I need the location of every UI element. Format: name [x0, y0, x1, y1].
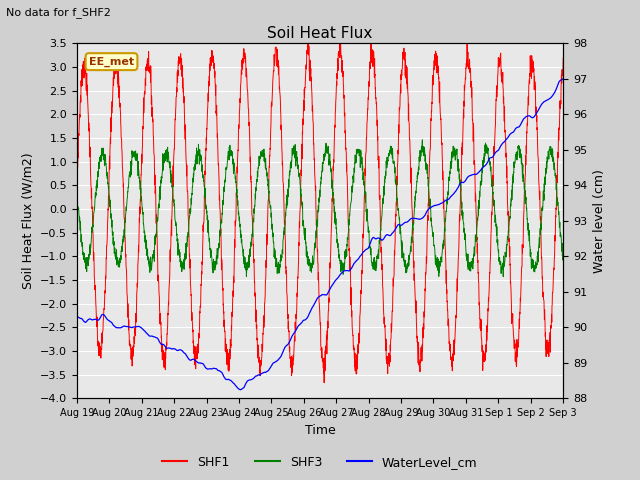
Y-axis label: Soil Heat Flux (W/m2): Soil Heat Flux (W/m2)	[21, 153, 35, 289]
Title: Soil Heat Flux: Soil Heat Flux	[268, 25, 372, 41]
Text: No data for f_SHF2: No data for f_SHF2	[6, 7, 111, 18]
Y-axis label: Water level (cm): Water level (cm)	[593, 169, 605, 273]
Text: EE_met: EE_met	[89, 57, 134, 67]
X-axis label: Time: Time	[305, 424, 335, 437]
Legend: SHF1, SHF3, WaterLevel_cm: SHF1, SHF3, WaterLevel_cm	[157, 451, 483, 474]
